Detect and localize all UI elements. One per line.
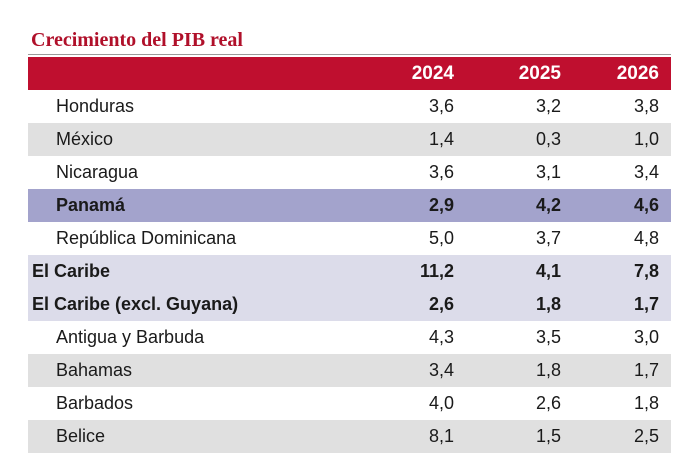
cell-2025: 1,5 <box>535 426 561 446</box>
cell-2024: 3,4 <box>428 360 454 380</box>
cell-2026: 2,5 <box>633 426 659 446</box>
table-row: Nicaragua 3,6 3,1 3,4 <box>28 156 671 189</box>
cell-2024: 4,3 <box>428 327 454 347</box>
row-label: El Caribe (excl. Guyana) <box>32 294 239 314</box>
cell-2024: 8,1 <box>428 426 454 446</box>
cell-2024: 2,6 <box>428 294 454 314</box>
cell-2026: 3,8 <box>633 96 659 116</box>
row-label: Bahamas <box>56 360 133 380</box>
cell-2026: 3,0 <box>633 327 659 347</box>
table-row: Antigua y Barbuda 4,3 3,5 3,0 <box>28 321 671 354</box>
cell-2026: 7,8 <box>633 261 659 281</box>
cell-2025: 0,3 <box>535 129 561 149</box>
cell-2024: 5,0 <box>428 228 454 248</box>
cell-2024: 4,0 <box>428 393 454 413</box>
row-label: Antigua y Barbuda <box>56 327 205 347</box>
table-row-highlighted: Panamá 2,9 4,2 4,6 <box>28 189 671 222</box>
table-row: México 1,4 0,3 1,0 <box>28 123 671 156</box>
row-label: Honduras <box>56 96 135 116</box>
cell-2025: 3,7 <box>535 228 561 248</box>
table-row: República Dominicana 5,0 3,7 4,8 <box>28 222 671 255</box>
row-label: Panamá <box>56 195 126 215</box>
table-row: Belice 8,1 1,5 2,5 <box>28 420 671 453</box>
cell-2025: 3,1 <box>535 162 561 182</box>
table-row: Bahamas 3,4 1,8 1,7 <box>28 354 671 387</box>
table-title: Crecimiento del PIB real <box>31 29 243 51</box>
row-label: El Caribe <box>32 261 111 281</box>
row-label: Barbados <box>56 393 134 413</box>
cell-2024: 3,6 <box>428 96 454 116</box>
cell-2026: 1,8 <box>633 393 659 413</box>
cell-2026: 4,8 <box>633 228 659 248</box>
header-2026: 2026 <box>616 62 659 84</box>
row-label: México <box>56 129 114 149</box>
table-row-region: El Caribe (excl. Guyana) 2,6 1,8 1,7 <box>28 288 671 321</box>
cell-2024: 2,9 <box>428 195 454 215</box>
cell-2024: 3,6 <box>428 162 454 182</box>
cell-2024: 1,4 <box>428 129 454 149</box>
table-row: Honduras 3,6 3,2 3,8 <box>28 90 671 123</box>
row-label: Belice <box>56 426 106 446</box>
title-divider <box>28 54 671 55</box>
gdp-growth-table: 2024 2025 2026 Honduras 3,6 3,2 3,8 Méxi… <box>28 57 671 453</box>
cell-2025: 4,1 <box>535 261 561 281</box>
cell-2025: 4,2 <box>535 195 561 215</box>
cell-2026: 1,0 <box>633 129 659 149</box>
cell-2026: 4,6 <box>633 195 659 215</box>
cell-2026: 1,7 <box>633 294 659 314</box>
cell-2025: 3,2 <box>535 96 561 116</box>
cell-2025: 1,8 <box>535 360 561 380</box>
table-row: Barbados 4,0 2,6 1,8 <box>28 387 671 420</box>
cell-2026: 3,4 <box>633 162 659 182</box>
header-2024: 2024 <box>411 62 454 84</box>
row-label: República Dominicana <box>56 228 237 248</box>
cell-2025: 1,8 <box>535 294 561 314</box>
table-header: 2024 2025 2026 <box>28 57 671 90</box>
cell-2026: 1,7 <box>633 360 659 380</box>
row-label: Nicaragua <box>56 162 139 182</box>
cell-2024: 11,2 <box>419 261 454 281</box>
table-row-region: El Caribe 11,2 4,1 7,8 <box>28 255 671 288</box>
cell-2025: 2,6 <box>535 393 561 413</box>
cell-2025: 3,5 <box>535 327 561 347</box>
header-2025: 2025 <box>518 62 561 84</box>
